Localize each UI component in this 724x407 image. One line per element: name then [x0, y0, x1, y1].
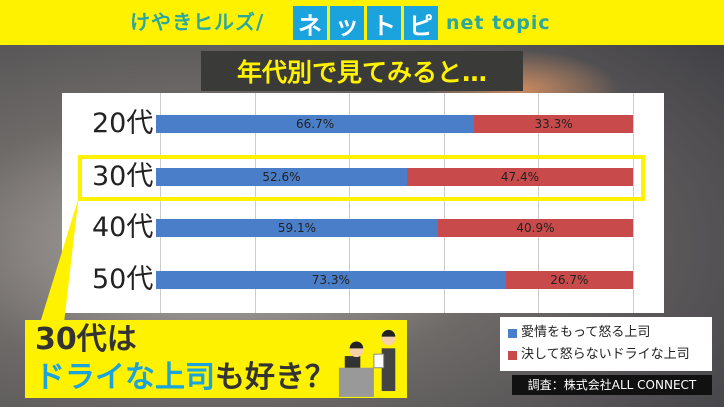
gridline	[633, 93, 634, 313]
bar-segment: 59.1%	[156, 219, 438, 237]
callout-line2: ドライな上司も好き？	[35, 361, 335, 395]
gridline	[538, 93, 540, 313]
data-label: 40.9%	[516, 221, 555, 235]
data-label: 26.7%	[550, 273, 589, 287]
category-label: 30代	[92, 161, 154, 192]
top-banner: けやきヒルズ/ ネ ッ ト ピ net topic	[0, 0, 724, 45]
data-label: 33.3%	[534, 117, 573, 131]
logo-char: ピ	[404, 6, 438, 40]
gridline	[160, 93, 161, 313]
legend: 愛情をもって怒る上司 決して怒らないドライな上司	[500, 317, 712, 371]
bar-segment: 26.7%	[505, 271, 633, 289]
bar-segment: 33.3%	[474, 115, 633, 133]
data-label: 52.6%	[262, 170, 301, 184]
legend-label: 愛情をもって怒る上司	[521, 325, 651, 340]
bar-segment: 40.9%	[437, 219, 633, 237]
bar-segment: 47.4%	[406, 168, 633, 186]
logo-char: ッ	[330, 6, 364, 40]
legend-item: 決して怒らないドライな上司	[508, 344, 704, 366]
logo-char: ネ	[293, 6, 327, 40]
legend-label: 決して怒らないドライな上司	[521, 347, 690, 362]
legend-item: 愛情をもって怒る上司	[508, 322, 704, 344]
subtitle: net topic	[446, 12, 551, 34]
legend-swatch	[508, 350, 517, 360]
netpi-logo: ネ ッ ト ピ	[293, 6, 438, 40]
source-label: 調査：株式会社ALL CONNECT	[512, 375, 712, 395]
gridline	[254, 93, 256, 313]
callout-rest: も好き？	[215, 360, 335, 395]
gridline	[443, 93, 445, 313]
data-label: 59.1%	[277, 221, 317, 235]
category-label: 40代	[92, 212, 154, 243]
bar-segment: 73.3%	[156, 271, 506, 289]
data-label: 47.4%	[500, 170, 539, 184]
data-label: 73.3%	[311, 273, 350, 287]
category-label: 50代	[92, 264, 154, 295]
brand-label: けやきヒルズ/	[130, 10, 265, 34]
logo-char: ト	[367, 6, 401, 40]
legend-swatch	[508, 328, 517, 338]
callout-line1: 30代は	[35, 322, 137, 357]
bar-segment: 52.6%	[156, 168, 407, 186]
highlight-box	[78, 155, 645, 201]
data-label: 66.7%	[296, 117, 335, 131]
callout-highlight: ドライな上司	[35, 360, 215, 395]
bar-segment: 66.7%	[156, 115, 475, 133]
callout-box: 30代は ドライな上司も好き？	[25, 320, 407, 398]
gridline	[349, 93, 351, 313]
caption-title: 年代別で見てみると…	[201, 51, 523, 91]
office-workers-illustration	[338, 329, 396, 397]
category-label: 20代	[92, 108, 154, 139]
